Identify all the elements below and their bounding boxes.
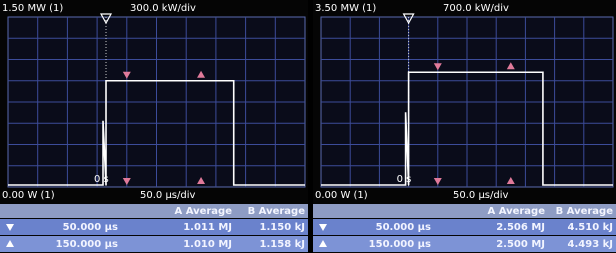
column-header: A Average: [487, 206, 545, 217]
table-cell: 1.158 kJ: [260, 239, 305, 250]
scope-panel: 3.50 MW (1) 700.0 kW/div 0 s 0.00 W (1) 50.0…: [313, 0, 616, 253]
table-cell: 1.011 MJ: [183, 222, 232, 233]
top-scale: 3.50 MW (1): [315, 3, 376, 14]
bottom-div: 50.0 µs/div: [453, 190, 509, 201]
column-header: A Average: [174, 206, 232, 217]
screenshot: 1.50 MW (1) 300.0 kW/div 0 s 0.00 W (1) 50.0…: [0, 0, 616, 253]
bottom-div: 50.0 µs/div: [140, 190, 196, 201]
table-cell: 1.010 MJ: [183, 239, 232, 250]
bottom-scale: 0.00 W (1): [2, 190, 55, 201]
table-cell: 150.000 µs: [369, 239, 431, 250]
table-cell: 50.000 µs: [63, 222, 118, 233]
zero-time: 0 s: [397, 174, 412, 185]
page: {"panels": [ {"top_scale": "1.50 MW (1)"…: [0, 0, 616, 253]
bottom-scale: 0.00 W (1): [315, 190, 368, 201]
column-header: B Average: [248, 206, 306, 217]
scope-panel: 1.50 MW (1) 300.0 kW/div 0 s 0.00 W (1) 50.0…: [0, 0, 308, 253]
table-cell: 50.000 µs: [376, 222, 431, 233]
table-cell: 2.500 MJ: [496, 239, 545, 250]
top-div: 700.0 kW/div: [443, 3, 509, 14]
top-div: 300.0 kW/div: [130, 3, 196, 14]
zero-time: 0 s: [94, 174, 109, 185]
table-cell: 4.510 kJ: [568, 222, 613, 233]
table-cell: 4.493 kJ: [568, 239, 613, 250]
table-cell: 2.506 MJ: [496, 222, 545, 233]
table-cell: 1.150 kJ: [260, 222, 305, 233]
top-scale: 1.50 MW (1): [2, 3, 63, 14]
table-cell: 150.000 µs: [56, 239, 118, 250]
column-header: B Average: [556, 206, 614, 217]
